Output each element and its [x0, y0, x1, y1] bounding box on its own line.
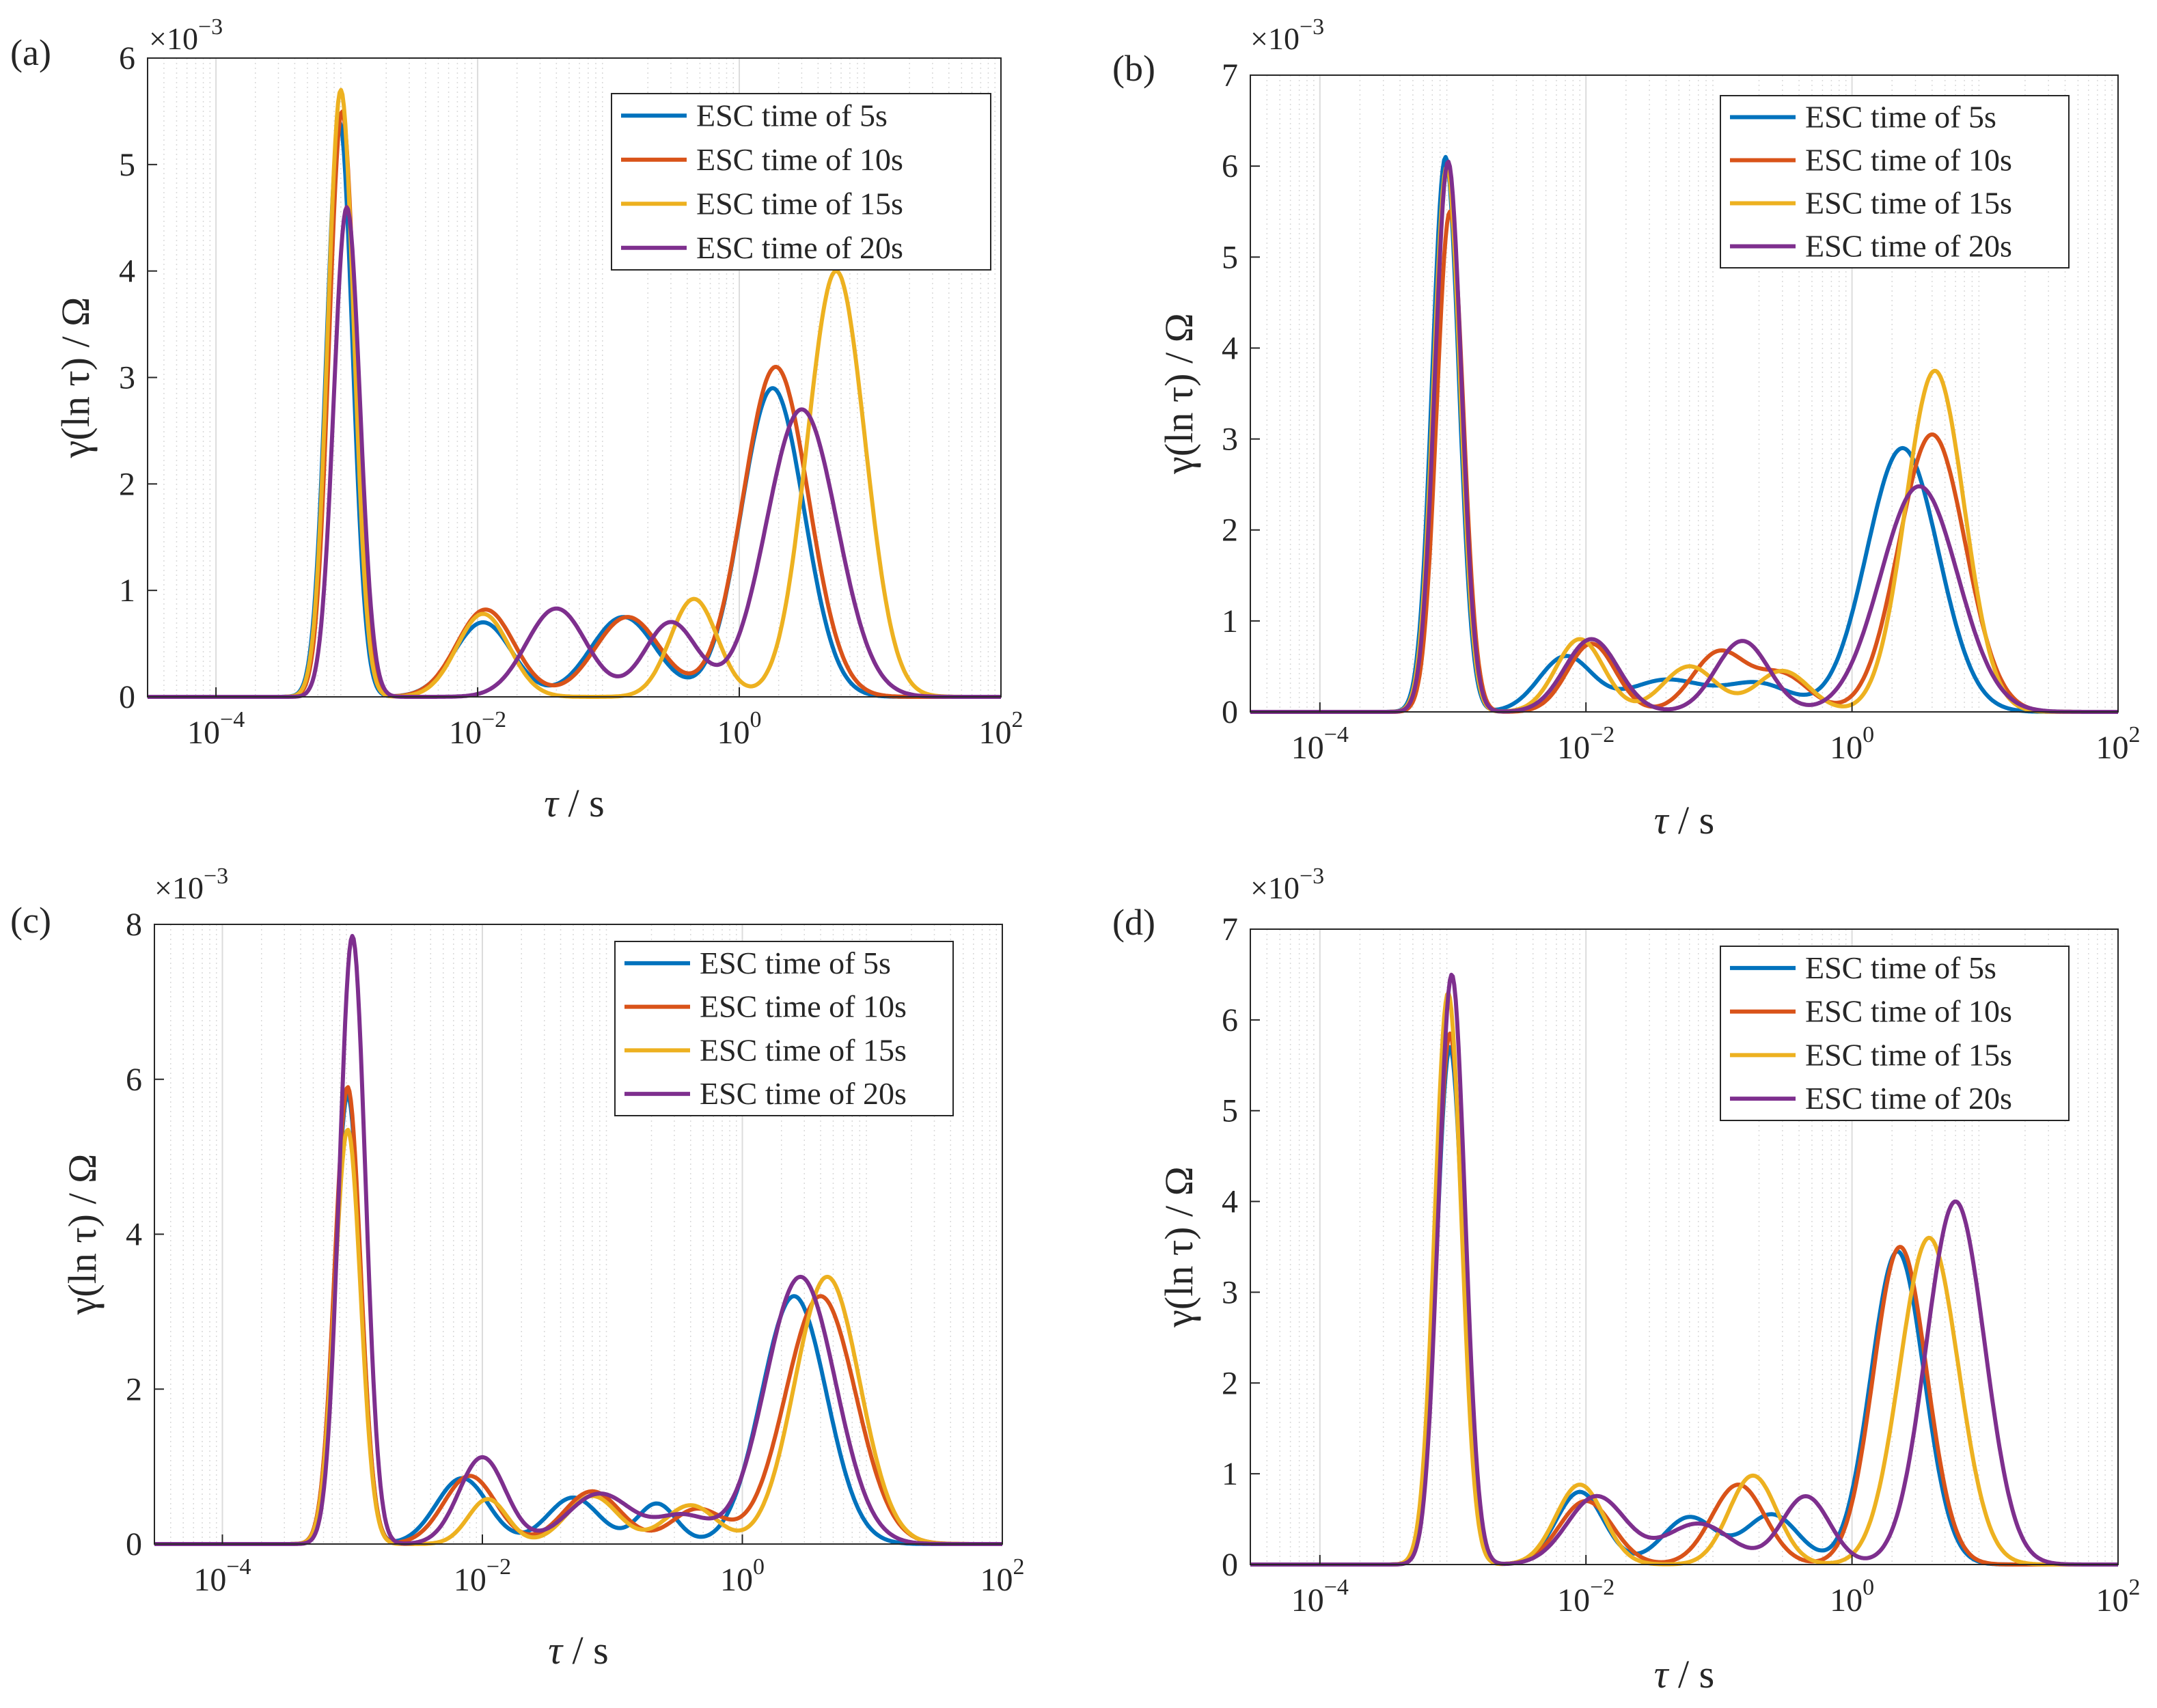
y-tick-label: 3	[1222, 1274, 1238, 1310]
y-tick-label: 1	[1222, 603, 1238, 639]
x-tick-label: 100	[717, 707, 762, 751]
x-tick-label: 102	[2096, 1575, 2141, 1619]
x-tick-label: 102	[979, 707, 1023, 751]
y-tick-label: 6	[126, 1062, 142, 1098]
x-tick-label: 10−4	[1291, 1575, 1349, 1619]
x-tick-label: 10−2	[449, 707, 506, 751]
panel-label: (b)	[1112, 48, 1155, 89]
y-tick-label: 1	[119, 573, 135, 609]
y-tick-label: 5	[1222, 239, 1238, 275]
y-tick-label: 0	[1222, 1547, 1238, 1583]
legend-label-1: ESC time of 5s	[696, 98, 888, 133]
x-axis-label: τ / s	[1654, 798, 1714, 842]
x-axis-label: τ / s	[544, 781, 604, 825]
axes-box	[1250, 928, 2119, 1565]
x-tick-label: 10−4	[187, 707, 245, 751]
x-tick-label: 10−2	[1557, 1575, 1615, 1619]
x-tick-label: 10−4	[1291, 722, 1349, 766]
legend-label-1: ESC time of 5s	[1805, 950, 1996, 985]
y-axis-label: γ(ln τ) / Ω	[53, 297, 98, 458]
y-tick-label: 3	[119, 360, 135, 396]
y-tick-label: 4	[119, 253, 135, 290]
y-tick-label: 7	[1222, 57, 1238, 94]
y-tick-label: 6	[1222, 1002, 1238, 1038]
y-tick-label: 2	[1222, 512, 1238, 549]
panel-4: (d) 10−4 10−2 100 102 0 1 2 3 4 5 6 7 ×10−3 τ / s γ(ln …	[1112, 864, 2141, 1696]
legend-label-2: ESC time of 10s	[696, 142, 903, 177]
y-tick-label: 4	[126, 1217, 142, 1253]
legend: ESC time of 5s ESC time of 10s ESC time of…	[614, 941, 954, 1116]
y-tick-label: 0	[119, 679, 135, 715]
y-tick-label: 6	[119, 40, 135, 77]
panel-3: (c) 10−4 10−2 100 102 0 2 4 6 8 ×10−3 τ / s γ(ln τ) …	[10, 864, 1025, 1672]
x-tick-label: 10−2	[1557, 722, 1615, 766]
legend-label-2: ESC time of 10s	[1805, 143, 2012, 178]
panel-1: (a) 10−4 10−2 100 102 0 1 2 3 4 5 6 ×10−3 τ / s γ(ln τ…	[10, 14, 1023, 825]
y-tick-label: 2	[1222, 1365, 1238, 1401]
y-tick-label: 1	[1222, 1456, 1238, 1492]
axes-box	[1250, 74, 2119, 713]
panel-label: (a)	[10, 32, 51, 73]
x-tick-label: 100	[1830, 1575, 1874, 1619]
legend-label-1: ESC time of 5s	[700, 946, 891, 980]
y-tick-label: 4	[1222, 1184, 1238, 1220]
x-tick-label: 102	[980, 1554, 1025, 1598]
y-tick-label: 5	[119, 147, 135, 183]
legend-label-3: ESC time of 15s	[700, 1032, 907, 1067]
legend-label-3: ESC time of 15s	[1805, 186, 2012, 221]
legend-label-4: ESC time of 20s	[1805, 1081, 2012, 1116]
legend: ESC time of 5s ESC time of 10s ESC time of…	[611, 93, 991, 271]
legend-box	[611, 93, 991, 271]
y-tick-label: 0	[1222, 694, 1238, 730]
y-axis-label: γ(ln τ) / Ω	[1157, 313, 1201, 474]
y-scale-multiplier: ×10−3	[149, 14, 223, 56]
x-axis-label: τ / s	[1654, 1652, 1714, 1696]
y-tick-label: 4	[1222, 330, 1238, 366]
y-scale-multiplier: ×10−3	[1250, 864, 1324, 905]
legend-box	[1720, 95, 2070, 268]
x-tick-label: 100	[1830, 722, 1874, 766]
y-scale-multiplier: ×10−3	[1250, 14, 1324, 56]
x-tick-label: 10−4	[193, 1554, 251, 1598]
legend-label-3: ESC time of 15s	[1805, 1037, 2012, 1072]
legend-label-2: ESC time of 10s	[1805, 994, 2012, 1029]
x-tick-label: 100	[720, 1554, 765, 1598]
legend: ESC time of 5s ESC time of 10s ESC time of…	[1720, 95, 2070, 268]
y-tick-label: 5	[1222, 1093, 1238, 1129]
y-tick-label: 8	[126, 907, 142, 943]
legend-box	[614, 941, 954, 1116]
legend-label-2: ESC time of 10s	[700, 989, 907, 1024]
panel-label: (d)	[1112, 902, 1155, 943]
legend-label-4: ESC time of 20s	[696, 230, 903, 265]
legend-box	[1720, 946, 2070, 1121]
legend: ESC time of 5s ESC time of 10s ESC time of…	[1720, 946, 2070, 1121]
x-tick-label: 102	[2096, 722, 2141, 766]
x-tick-label: 10−2	[454, 1554, 511, 1598]
y-tick-label: 2	[119, 466, 135, 502]
y-tick-label: 2	[126, 1371, 142, 1407]
legend-label-3: ESC time of 15s	[696, 186, 903, 221]
legend-label-4: ESC time of 20s	[1805, 229, 2012, 264]
y-axis-label: γ(ln τ) / Ω	[1157, 1166, 1201, 1327]
panel-label: (c)	[10, 900, 51, 941]
y-axis-label: γ(ln τ) / Ω	[60, 1154, 105, 1315]
legend-label-4: ESC time of 20s	[700, 1076, 907, 1111]
y-tick-label: 6	[1222, 148, 1238, 184]
y-scale-multiplier: ×10−3	[154, 864, 228, 905]
y-tick-label: 0	[126, 1526, 142, 1562]
y-tick-label: 7	[1222, 911, 1238, 948]
panel-2: (b) 10−4 10−2 100 102 0 1 2 3 4 5 6 7 ×10−3 τ / s γ(ln …	[1112, 14, 2141, 842]
x-axis-label: τ / s	[548, 1628, 608, 1672]
y-tick-label: 3	[1222, 422, 1238, 458]
legend-label-1: ESC time of 5s	[1805, 100, 1996, 135]
